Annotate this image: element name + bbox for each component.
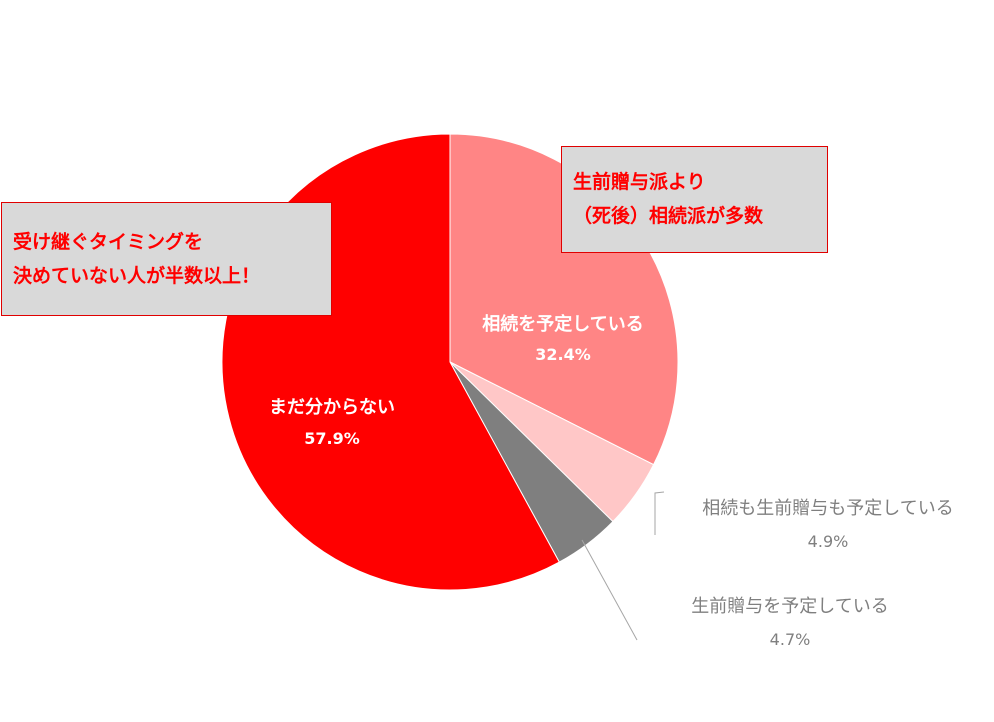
slice-label-4: まだ分からない: [269, 397, 395, 418]
slice-labels: 相続を予定している 32.4% 相続も生前贈与も予定している 4.9% 生前贈与を予定し…: [269, 313, 954, 649]
slice-label-2: 相続も生前贈与も予定している: [702, 498, 953, 519]
slice-value-3: 4.7%: [770, 630, 811, 649]
callout-right-line-1: 生前贈与派より: [573, 171, 706, 193]
callout-right-line-2: （死後）相続派が多数: [573, 205, 764, 227]
leader-line-3: [581, 539, 638, 641]
callout-left-line-1: 受け継ぐタイミングを: [13, 231, 204, 253]
leader-lines: [581, 491, 665, 641]
leader-line-2: [654, 491, 665, 535]
callout-right-annotation: 生前贈与派より （死後）相続派が多数: [561, 146, 828, 253]
slice-value-2: 4.9%: [808, 532, 849, 551]
slice-label-1: 相続を予定している: [482, 313, 643, 335]
slice-value-4: 57.9%: [304, 429, 360, 448]
callout-left-annotation: 受け継ぐタイミングを 決めていない人が半数以上！: [1, 202, 332, 316]
callout-left-line-2: 決めていない人が半数以上！: [13, 265, 261, 287]
slice-label-3: 生前贈与を予定している: [691, 596, 888, 617]
slice-value-1: 32.4%: [535, 345, 591, 364]
